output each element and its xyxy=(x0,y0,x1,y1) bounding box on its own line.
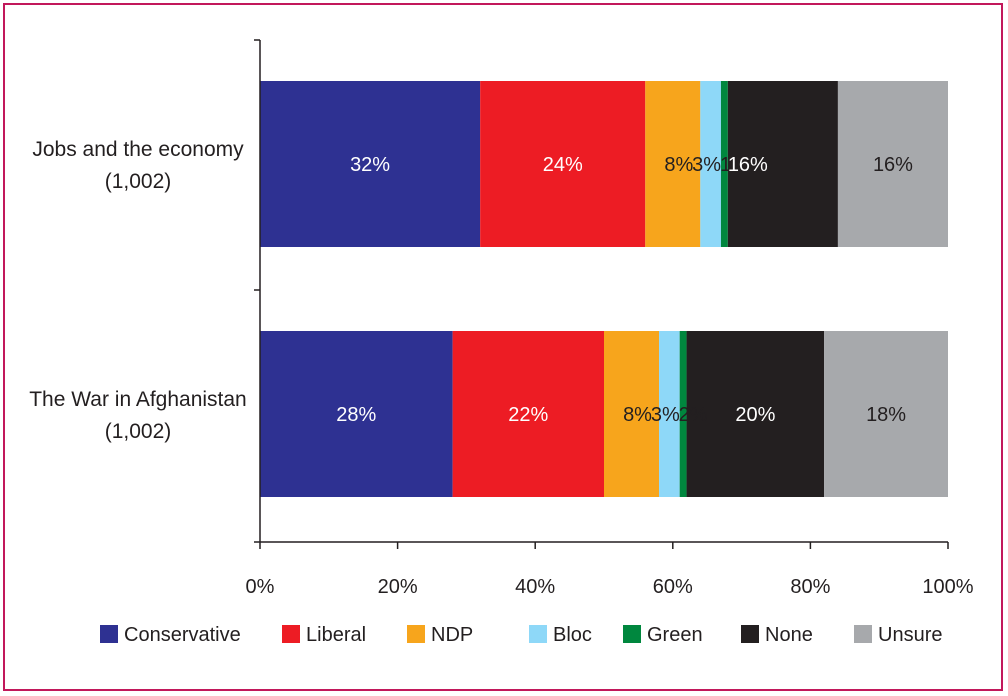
category-label-1: Jobs and the economy xyxy=(32,138,244,161)
bar-segment-ndp-2 xyxy=(604,331,660,497)
x-tick-labels-group: 0% 20% 40% 60% 80% 100% xyxy=(246,576,974,598)
x-tick-label-4: 60% xyxy=(653,576,693,598)
legend-swatch-green xyxy=(623,625,641,643)
data-label-liberal-1: 24% xyxy=(543,154,583,176)
bar-segment-bloc-2 xyxy=(659,331,680,497)
category-n-label-1: (1,002) xyxy=(105,170,172,193)
stacked-bar-chart: 32% 24% 8%3%1%16% 16%28% 22% 8%3%2% 20% 18% Job… xyxy=(29,39,974,646)
axes-group xyxy=(254,39,949,549)
bar-segment-none-2 xyxy=(686,331,825,497)
bar-segment-liberal-1 xyxy=(480,81,646,247)
legend-swatch-conservative xyxy=(100,625,118,643)
x-tick-label-1: 0% xyxy=(246,576,275,598)
bar-segment-conservative-1 xyxy=(260,81,481,247)
data-label-conservative-1: 32% xyxy=(350,154,390,176)
data-label-conservative-2: 28% xyxy=(336,404,376,426)
legend-label-liberal: Liberal xyxy=(306,624,366,646)
bar-segment-unsure-1 xyxy=(837,81,948,247)
x-tick-label-2: 20% xyxy=(378,576,418,598)
data-label-liberal-2: 22% xyxy=(508,404,548,426)
legend-swatch-ndp xyxy=(407,625,425,643)
data-label-unsure-2: 18% xyxy=(866,404,906,426)
legend-label-bloc: Bloc xyxy=(553,624,592,646)
legend-swatch-bloc xyxy=(529,625,547,643)
bar-segment-none-1 xyxy=(727,81,838,247)
legend-label-ndp: NDP xyxy=(431,624,473,646)
x-tick-label-3: 40% xyxy=(515,576,555,598)
chart-frame: 32% 24% 8% 3% 1% 16% 16% 28% 22% 8% 3% 2% 20% 18% Job… xyxy=(3,3,1003,691)
bar-segment-unsure-2 xyxy=(824,331,948,497)
legend: Conservative Liberal NDP Bloc Green None Unsur… xyxy=(100,624,942,646)
bar-segment-bloc-1 xyxy=(700,81,721,247)
data-label-none-2: 20% xyxy=(735,404,775,426)
legend-swatch-unsure xyxy=(854,625,872,643)
data-label-green-2: 2% xyxy=(679,404,708,426)
bar-segment-ndp-1 xyxy=(645,81,701,247)
data-label-ndp-2: 8% xyxy=(623,404,652,426)
data-label-ndp-1: 8% xyxy=(664,154,693,176)
legend-label-green: Green xyxy=(647,624,703,646)
data-label-unsure-1: 16% xyxy=(873,154,913,176)
legend-label-unsure: Unsure xyxy=(878,624,942,646)
bar-segment-liberal-2 xyxy=(452,331,604,497)
category-labels-group: Jobs and the economy (1,002) The War in Af… xyxy=(29,138,247,443)
legend-swatch-none xyxy=(741,625,759,643)
bar-segment-green-2 xyxy=(679,331,687,497)
legend-swatch-liberal xyxy=(282,625,300,643)
x-tick-label-5: 80% xyxy=(790,576,830,598)
data-label-green-1: 1% xyxy=(720,154,749,176)
category-n-label-2: (1,002) xyxy=(105,420,172,443)
data-label-bloc-2: 3% xyxy=(651,404,680,426)
legend-label-conservative: Conservative xyxy=(124,624,241,646)
x-tick-label-6: 100% xyxy=(922,576,973,598)
data-label-bloc-1: 3% xyxy=(692,154,721,176)
segment-labels-group: 32% 24% 8%3%1%16% 16%28% 22% 8%3%2% 20% 18% xyxy=(336,154,913,426)
bars-group xyxy=(260,81,948,497)
bar-segment-green-1 xyxy=(720,81,728,247)
data-label-none-1: 16% xyxy=(728,154,768,176)
bar-segment-conservative-2 xyxy=(260,331,453,497)
legend-label-none: None xyxy=(765,624,813,646)
category-label-2: The War in Afghanistan xyxy=(29,388,247,411)
